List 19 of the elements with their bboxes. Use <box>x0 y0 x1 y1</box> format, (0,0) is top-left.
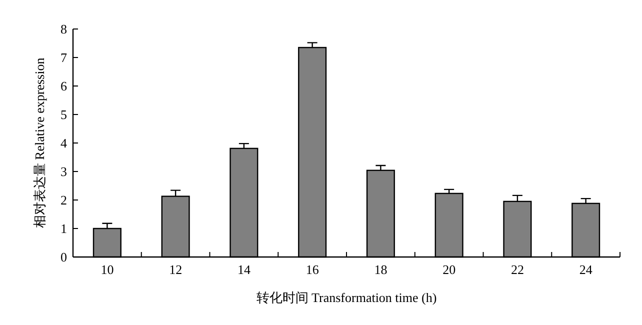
x-axis-title: 转化时间 Transformation time (h) <box>256 290 437 305</box>
y-tick-label: 4 <box>60 136 68 150</box>
y-tick-label: 2 <box>60 192 67 208</box>
y-tick-label: 0 <box>60 250 67 264</box>
x-tick-label: 10 <box>100 262 114 277</box>
y-tick-label: 3 <box>60 164 67 179</box>
x-tick-label: 14 <box>237 262 251 277</box>
y-tick-label: 1 <box>60 221 67 236</box>
x-tick-label: 20 <box>442 262 456 277</box>
y-tick-label: 7 <box>60 50 68 65</box>
y-tick-label: 8 <box>60 22 67 36</box>
x-tick-label: 16 <box>306 262 320 277</box>
x-tick-label: 12 <box>169 262 182 277</box>
x-tick-label: 22 <box>510 262 524 277</box>
x-tick-label: 24 <box>579 262 593 277</box>
y-tick-label: 5 <box>60 107 67 122</box>
x-tick-label: 18 <box>374 262 388 277</box>
y-tick-label: 6 <box>60 78 68 94</box>
y-axis-title: 相对表达量 Relative expression <box>32 57 47 228</box>
